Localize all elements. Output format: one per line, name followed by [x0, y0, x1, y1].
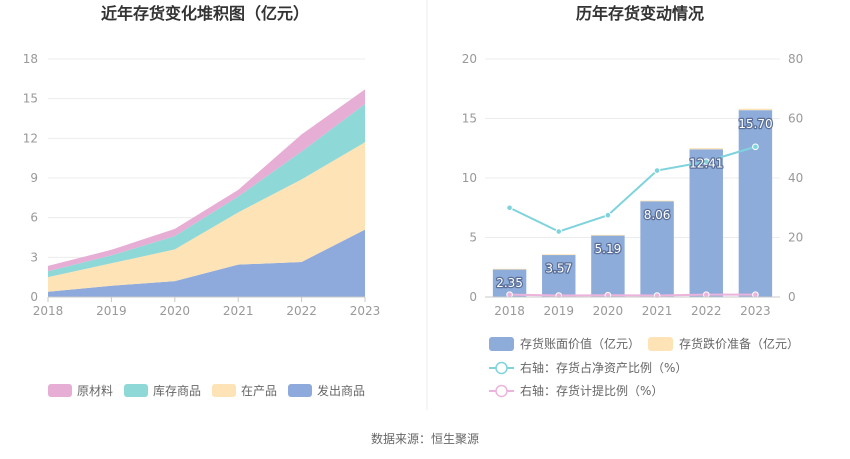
- data-source: 数据来源：恒生聚源: [371, 431, 479, 446]
- x-tick-label: 2018: [33, 304, 64, 318]
- right-data-labels: 2.35 3.57 5.19 8.06 12.41 15.70: [495, 116, 774, 291]
- legend-label: 存货跌价准备（亿元）: [679, 336, 799, 351]
- y-tick-label: 6: [30, 211, 38, 225]
- legend-label: 库存商品: [153, 383, 201, 398]
- y-tick-label: 12: [23, 131, 38, 145]
- legend-swatch: [124, 384, 148, 397]
- x-tick-label: 2023: [740, 304, 771, 318]
- x-tick-label: 2020: [593, 304, 624, 318]
- chart-title-right: 历年存货变动情况: [576, 4, 704, 23]
- right-bars: [492, 108, 773, 297]
- bar-data-label: 12.41: [689, 156, 723, 170]
- left-legend: 原材料 库存商品 在产品 发出商品: [48, 383, 365, 398]
- x-tick-label: 2019: [543, 304, 574, 318]
- x-tick-label: 2018: [494, 304, 525, 318]
- bar-book-value: [591, 235, 625, 297]
- y2-tick-label: 40: [788, 171, 803, 185]
- x-tick-label: 2020: [160, 304, 191, 318]
- y-tick-label: 3: [30, 250, 38, 264]
- y-tick-label: 10: [462, 171, 477, 185]
- line-point: [702, 158, 710, 165]
- x-tick-label: 2021: [642, 304, 673, 318]
- legend-marker: [495, 384, 508, 398]
- x-tick-label: 2022: [286, 304, 317, 318]
- legend-swatch: [212, 384, 236, 397]
- line-point: [506, 204, 513, 212]
- line-point: [604, 211, 612, 219]
- legend-label: 原材料: [77, 384, 113, 398]
- bar-book-value: [542, 254, 576, 297]
- legend-marker: [495, 361, 508, 375]
- right-y2-tick-labels: 0 20 40 60 80: [788, 52, 803, 304]
- line-point: [752, 143, 759, 151]
- x-tick-label: 2019: [96, 304, 127, 318]
- legend-label: 右轴：存货占净资产比例（%）: [520, 360, 687, 375]
- right-line-series: [506, 143, 759, 299]
- y2-tick-label: 60: [788, 112, 803, 126]
- chart-title-left: 近年存货变化堆积图（亿元）: [101, 4, 309, 23]
- legend-swatch: [48, 384, 72, 397]
- left-area-series: [48, 89, 365, 297]
- y-tick-label: 18: [23, 52, 38, 66]
- x-tick-label: 2021: [223, 304, 254, 318]
- bar-book-value: [738, 110, 773, 297]
- bar-data-label: 8.06: [644, 208, 671, 222]
- area-在产品: [48, 142, 365, 292]
- y-tick-label: 20: [462, 52, 477, 66]
- combo-bar-line-chart: 历年存货变动情况 0 5 10 15 20 0 20 40 60 80 2018 2019 2020…: [462, 4, 804, 398]
- right-y-tick-labels: 0 5 10 15 20: [462, 52, 477, 304]
- area-发出商品: [48, 229, 365, 297]
- bar-data-label: 2.35: [496, 276, 523, 290]
- x-tick-label: 2023: [350, 304, 381, 318]
- line-point: [653, 167, 661, 174]
- bar-impairment: [640, 200, 674, 202]
- right-x-tick-labels: 2018 2019 2020 2021 2022 2023: [494, 304, 770, 318]
- legend-label: 在产品: [241, 384, 277, 398]
- y-tick-label: 0: [30, 290, 38, 304]
- bar-impairment: [492, 268, 527, 270]
- y2-tick-label: 0: [788, 290, 796, 304]
- legend-label: 存货账面价值（亿元）: [520, 336, 640, 351]
- legend-swatch: [648, 337, 673, 351]
- y-tick-label: 5: [469, 231, 477, 245]
- line-右轴：存货计提比例（%）: [509, 293, 756, 297]
- y-tick-label: 9: [30, 171, 38, 185]
- legend-swatch: [489, 337, 514, 351]
- legend-label: 右轴：存货计提比例（%）: [520, 383, 663, 398]
- line-point: [555, 228, 563, 235]
- left-y-tick-labels: 0 3 6 9 12 15 18: [23, 52, 38, 304]
- bar-book-value: [689, 149, 723, 297]
- y-tick-label: 0: [469, 290, 477, 304]
- bar-impairment: [591, 234, 625, 236]
- bar-data-label: 5.19: [595, 242, 622, 256]
- bar-data-label: 15.70: [738, 117, 772, 131]
- y2-tick-label: 80: [788, 52, 803, 66]
- y2-tick-label: 20: [788, 231, 803, 245]
- bar-impairment: [542, 254, 576, 256]
- bar-data-label: 3.57: [545, 262, 572, 276]
- right-legend: 存货账面价值（亿元） 存货跌价准备（亿元） 右轴：存货占净资产比例（%） 右轴：存货计…: [489, 336, 799, 398]
- left-x-tick-labels: 2018 2019 2020 2021 2022 2023: [33, 297, 381, 318]
- right-gridlines: [485, 58, 780, 238]
- y-tick-label: 15: [462, 112, 477, 126]
- bar-impairment: [689, 148, 723, 150]
- bar-book-value: [640, 201, 674, 297]
- y-tick-label: 15: [23, 92, 38, 106]
- legend-label: 发出商品: [317, 383, 365, 398]
- stacked-area-chart: 近年存货变化堆积图（亿元） 0 3 6 9 12 15 18 2018 2019 2020 202…: [23, 4, 381, 398]
- line-右轴：存货占净资产比例（%）: [509, 145, 756, 233]
- bar-impairment: [738, 108, 773, 111]
- x-tick-label: 2022: [691, 304, 722, 318]
- legend-swatch: [288, 384, 312, 397]
